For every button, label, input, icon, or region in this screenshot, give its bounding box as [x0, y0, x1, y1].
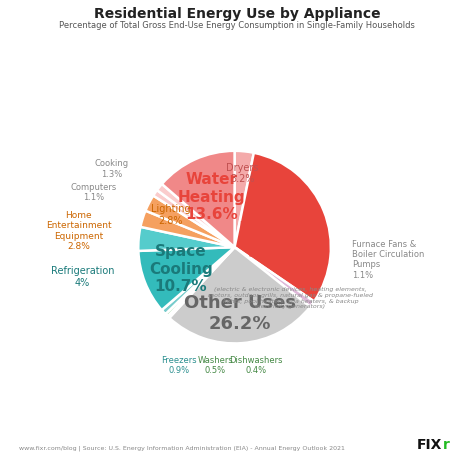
- Text: Cooking
1.3%: Cooking 1.3%: [94, 159, 128, 178]
- Wedge shape: [162, 248, 235, 314]
- Wedge shape: [140, 211, 235, 248]
- Text: Home
Entertainment
Equipment
2.8%: Home Entertainment Equipment 2.8%: [46, 210, 111, 250]
- Text: Dishwashers
0.4%: Dishwashers 0.4%: [229, 355, 283, 374]
- Wedge shape: [167, 248, 235, 318]
- Text: Water
Heating
13.6%: Water Heating 13.6%: [178, 172, 245, 222]
- Text: Dryers
3.2%: Dryers 3.2%: [226, 162, 258, 184]
- Text: Freezers
0.9%: Freezers 0.9%: [161, 355, 197, 374]
- Text: Furnace Fans &
Boiler Circulation
Pumps
1.1%: Furnace Fans & Boiler Circulation Pumps …: [352, 239, 424, 279]
- Text: Residential Energy Use by Appliance: Residential Energy Use by Appliance: [94, 7, 380, 21]
- Text: Space
Cooling
10.7%: Space Cooling 10.7%: [149, 244, 213, 293]
- Text: Washers
0.5%: Washers 0.5%: [198, 355, 233, 374]
- Text: Percentage of Total Gross End-Use Energy Consumption in Single-Family Households: Percentage of Total Gross End-Use Energy…: [59, 20, 415, 30]
- Wedge shape: [165, 248, 235, 317]
- Text: Lighting
2.8%: Lighting 2.8%: [151, 204, 190, 225]
- Wedge shape: [235, 248, 314, 307]
- Wedge shape: [162, 152, 235, 248]
- Text: r: r: [443, 437, 450, 451]
- Text: Computers
1.1%: Computers 1.1%: [71, 182, 117, 202]
- Wedge shape: [169, 248, 310, 344]
- Wedge shape: [138, 248, 235, 310]
- Wedge shape: [235, 152, 254, 248]
- Wedge shape: [235, 153, 331, 302]
- Wedge shape: [153, 191, 235, 248]
- Wedge shape: [146, 196, 235, 248]
- Text: www.fixr.com/blog | Source: U.S. Energy Information Administration (EIA) - Annua: www.fixr.com/blog | Source: U.S. Energy …: [19, 444, 345, 450]
- Text: Space
Heating
31.3%: Space Heating 31.3%: [238, 197, 324, 260]
- Wedge shape: [138, 228, 235, 251]
- Text: Refrigeration
4%: Refrigeration 4%: [51, 266, 114, 287]
- Text: (electric & electronic devices, heating elements,
motors, outdoor grills, natura: (electric & electronic devices, heating …: [208, 286, 373, 309]
- Text: FIX: FIX: [417, 437, 443, 451]
- Wedge shape: [157, 185, 235, 248]
- Text: Other Uses
26.2%: Other Uses 26.2%: [184, 293, 296, 332]
